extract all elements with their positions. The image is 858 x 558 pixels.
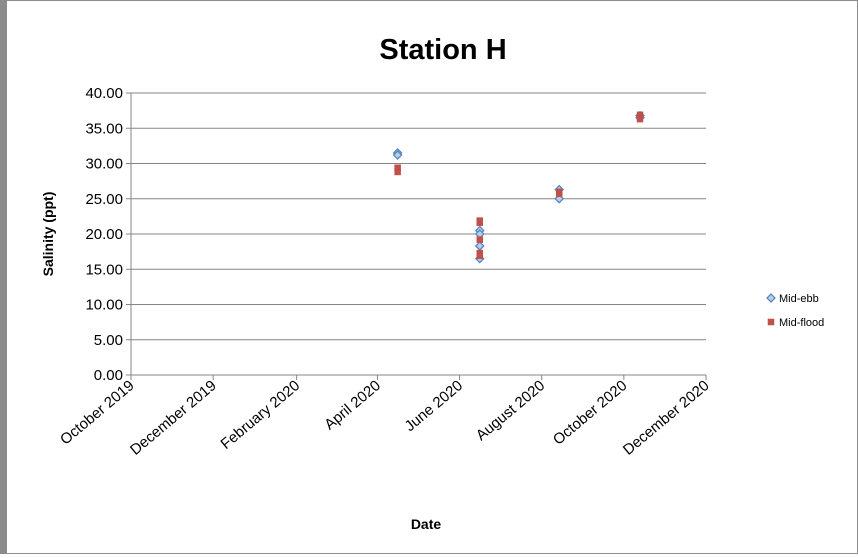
mid-flood-point — [636, 115, 644, 123]
y-tick-label: 35.00 — [85, 120, 123, 137]
y-tick-label: 40.00 — [85, 85, 123, 102]
x-tick-label: April 2020 — [321, 377, 384, 433]
y-tick-label: 20.00 — [85, 226, 123, 243]
gridlines — [131, 92, 706, 341]
mid-flood-point — [476, 236, 484, 243]
x-tick-label: August 2020 — [473, 377, 548, 444]
mid-ebb-point — [392, 150, 403, 160]
x-tick-label: June 2020 — [402, 377, 467, 435]
mid-flood-point — [394, 168, 401, 176]
y-tick-label: 30.00 — [85, 156, 123, 173]
y-tick-label: 5.00 — [94, 332, 123, 349]
y-tick-label: 25.00 — [85, 191, 123, 208]
x-tick-label: October 2019 — [57, 377, 138, 448]
salinity-chart: Station H 0.00 5.00 10.00 15.00 20.00 25.00 30… — [40, 34, 824, 532]
x-tick-label: February 2020 — [218, 377, 304, 453]
x-axis-label: Date — [411, 516, 442, 532]
legend-label-1: Mid-flood — [779, 317, 824, 329]
y-axis-label: Salinity (ppt) — [40, 192, 56, 277]
x-tick-label: December 2020 — [620, 377, 713, 459]
data-points — [392, 110, 645, 264]
y-tick-label: 0.00 — [94, 367, 123, 384]
y-axis: 0.00 5.00 10.00 15.00 20.00 25.00 30.00 35.00 40… — [85, 85, 132, 384]
x-tick-label: December 2019 — [127, 377, 220, 459]
legend-marker-0 — [766, 293, 776, 303]
chart-title: Station H — [379, 34, 506, 66]
legend-label-0: Mid-ebb — [779, 293, 819, 305]
mid-flood-point — [476, 219, 484, 226]
x-tick-label: October 2020 — [550, 377, 631, 448]
mid-ebb-point — [474, 241, 485, 251]
mid-flood-point — [555, 190, 563, 198]
y-tick-label: 10.00 — [85, 297, 123, 314]
legend-marker-1 — [767, 318, 775, 326]
legend: Mid-ebb Mid-flood — [766, 293, 824, 329]
mid-flood-point — [476, 252, 484, 260]
y-tick-label: 15.00 — [85, 261, 123, 278]
